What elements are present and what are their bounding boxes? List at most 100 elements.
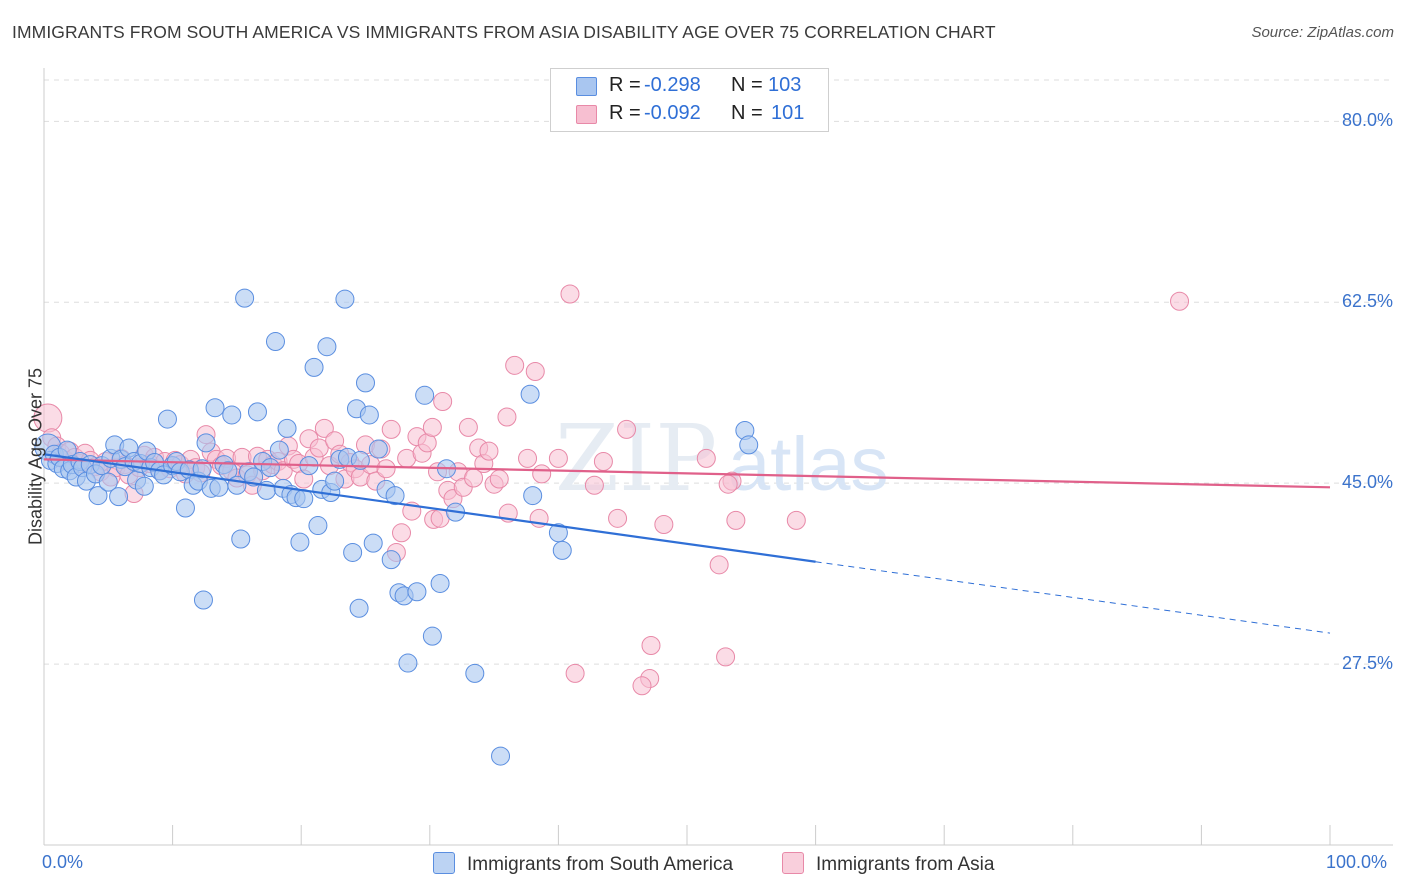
asia-point	[593, 451, 613, 471]
asia-point	[309, 438, 329, 458]
south-america-point	[247, 402, 267, 422]
watermark: ZIP atlas	[555, 405, 889, 512]
bottom-legend-label: Immigrants from Asia	[816, 854, 995, 875]
south-america-point	[739, 435, 759, 455]
south-america-point	[265, 332, 285, 352]
asia-point	[479, 441, 499, 461]
south-america-point	[157, 409, 177, 429]
bottom-legend-asia: Immigrants from Asia	[782, 852, 994, 876]
asia-point	[433, 392, 453, 412]
south-america-point	[317, 337, 337, 357]
legend-r-label: R =	[609, 102, 641, 124]
south-america-point	[88, 486, 108, 506]
south-america-point	[415, 385, 435, 405]
x-tick-label-min: 0.0%	[42, 852, 84, 872]
south-america-point	[231, 529, 251, 549]
asia-point	[617, 419, 637, 439]
south-america-point	[134, 476, 154, 496]
south-america-point	[359, 405, 379, 425]
y-tick-label: 45.0%	[1341, 472, 1393, 493]
asia-point	[716, 647, 736, 667]
south-america-point	[277, 418, 297, 438]
south-america-point	[465, 663, 485, 683]
south-america-point	[308, 516, 328, 536]
asia-point	[632, 676, 652, 696]
asia-point	[525, 362, 545, 382]
asia-point	[726, 510, 746, 530]
south-america-point	[98, 472, 118, 492]
asia-point	[392, 523, 412, 543]
south-america-point	[222, 405, 242, 425]
asia-point	[718, 474, 738, 494]
asia-point	[381, 419, 401, 439]
south-america-point	[244, 467, 264, 487]
south-america-trend-line	[43, 453, 816, 563]
asia-point	[548, 448, 568, 468]
south-america-point	[520, 384, 540, 404]
grid	[44, 79, 1393, 665]
legend-row-south-america: R = -0.298 N = 103	[551, 72, 828, 100]
bottom-legend-swatch-pink	[782, 852, 804, 874]
south-america-point	[422, 626, 442, 646]
asia-point	[314, 418, 334, 438]
asia-point	[532, 464, 552, 484]
south-america-point	[368, 439, 388, 459]
legend-r-value: -0.298	[644, 74, 701, 96]
legend-row-asia: R = -0.092 N = 101	[551, 100, 828, 128]
legend-n-label: N =	[731, 74, 763, 96]
y-axis-label: Disability Age Over 75	[25, 367, 46, 546]
y-tick-label: 62.5%	[1341, 291, 1393, 312]
south-america-point	[430, 573, 450, 593]
legend-n-value: 103	[768, 74, 802, 96]
south-america-point	[335, 289, 355, 309]
asia-point	[497, 407, 517, 427]
asia-point	[584, 475, 604, 495]
south-america-point	[552, 540, 572, 560]
south-america-point	[209, 477, 229, 497]
y-tick-label: 27.5%	[1341, 653, 1393, 674]
asia-point	[786, 510, 806, 530]
asia-point	[560, 284, 580, 304]
source-label: Source: ZipAtlas.com	[1251, 24, 1394, 41]
asia-point	[458, 417, 478, 437]
south-america-point	[260, 458, 280, 478]
south-america-point	[175, 498, 195, 518]
asia-point	[505, 355, 525, 375]
asia-point	[641, 635, 661, 655]
south-america-point	[325, 471, 345, 491]
legend-r-label: R =	[609, 74, 641, 96]
asia-trend-line	[43, 458, 1331, 489]
south-america-point	[407, 582, 427, 602]
correlation-legend: R = -0.298 N = 103 R = -0.092 N = 101	[550, 68, 829, 132]
south-america-point	[109, 487, 129, 507]
south-america-point	[381, 550, 401, 570]
legend-n-value: 101	[771, 102, 805, 124]
watermark-zip: ZIP	[555, 405, 717, 512]
south-america-point	[385, 486, 405, 506]
south-america-point	[193, 590, 213, 610]
asia-point	[565, 663, 585, 683]
south-america-point	[363, 533, 383, 553]
asia-point	[696, 448, 716, 468]
asia-point	[518, 448, 538, 468]
trend-lines	[43, 453, 1331, 634]
south-america-point	[196, 433, 216, 453]
south-america-point	[304, 357, 324, 377]
south-america-point	[269, 440, 289, 460]
south-america-point	[491, 746, 511, 766]
south-america-point	[290, 532, 310, 552]
south-america-trend-extension	[815, 561, 1331, 634]
asia-point	[654, 515, 674, 535]
asia-point	[489, 469, 509, 489]
south-america-point	[343, 542, 363, 562]
y-tick-label: 80.0%	[1341, 110, 1393, 131]
south-america-point	[235, 288, 255, 308]
bottom-legend-swatch-blue	[433, 852, 455, 874]
legend-n-label: N =	[731, 102, 763, 124]
chart-title: IMMIGRANTS FROM SOUTH AMERICA VS IMMIGRA…	[12, 22, 996, 42]
south-america-point	[350, 450, 370, 470]
asia-point	[376, 459, 396, 479]
legend-r-value: -0.092	[644, 102, 701, 124]
south-america-point	[398, 653, 418, 673]
legend-swatch-pink	[576, 105, 597, 124]
